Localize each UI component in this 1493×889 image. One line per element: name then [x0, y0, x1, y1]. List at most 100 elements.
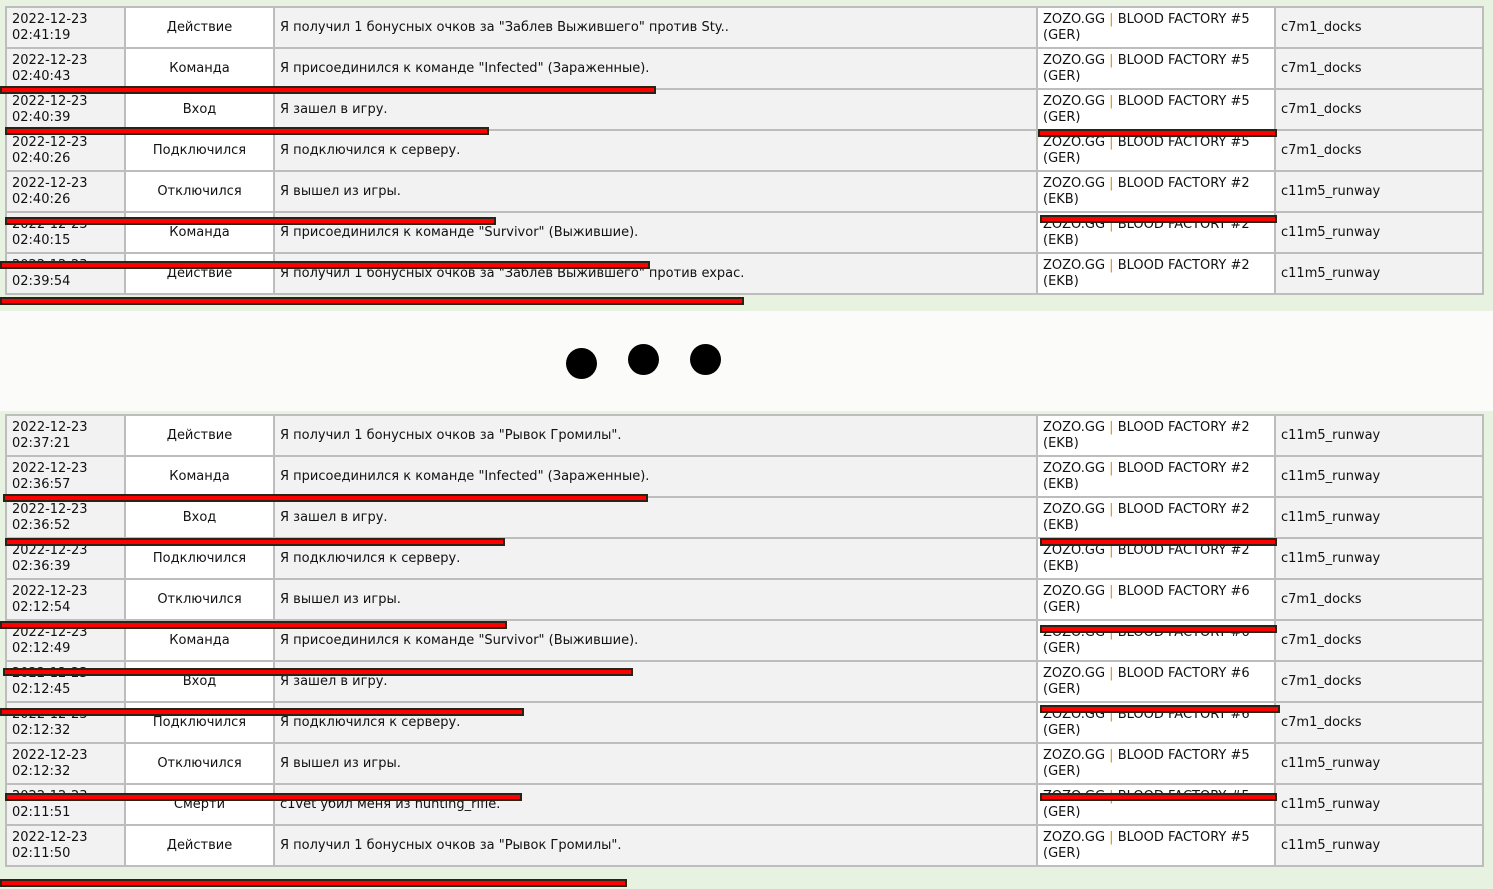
omission-gap	[0, 311, 1493, 411]
time: 02:40:26	[12, 191, 71, 207]
event-type-cell: Команда	[124, 455, 275, 498]
server-region: (EKB)	[1043, 517, 1079, 533]
highlight-underline	[1038, 129, 1277, 137]
time: 02:36:39	[12, 558, 71, 574]
server-name[interactable]: ZOZO.GG | BLOOD FACTORY #5	[1043, 829, 1250, 845]
highlight-underline	[0, 261, 650, 269]
server-region: (EKB)	[1043, 435, 1079, 451]
event-type-cell: Вход	[124, 496, 275, 539]
log-row: 2022-12-23 02:11:50 Действие Я получил 1 бо…	[5, 824, 1484, 867]
server-region: (GER)	[1043, 804, 1081, 820]
log-row: 2022-12-23 02:40:26 Подключился Я подключил…	[5, 129, 1484, 172]
server-cell: ZOZO.GG | BLOOD FACTORY #6(GER)	[1036, 578, 1276, 621]
server-region: (GER)	[1043, 681, 1081, 697]
server-cell: ZOZO.GG | BLOOD FACTORY #2 (EKB)	[1036, 170, 1276, 213]
date: 2022-12-23	[12, 419, 88, 435]
date-cell: 2022-12-23 02:40:39	[5, 88, 126, 131]
server-region: (GER)	[1043, 640, 1081, 656]
server-cell: ZOZO.GG | BLOOD FACTORY #2 (EKB)	[1036, 252, 1276, 295]
server-region: (GER)	[1043, 109, 1081, 125]
server-cell: ZOZO.GG | BLOOD FACTORY #2 (EKB)	[1036, 455, 1276, 498]
server-name[interactable]: ZOZO.GG | BLOOD FACTORY #2	[1043, 175, 1250, 191]
server-name[interactable]: ZOZO.GG | BLOOD FACTORY #6	[1043, 665, 1250, 681]
map-cell: c7m1_docks	[1274, 701, 1484, 744]
server-name[interactable]: ZOZO.GG | BLOOD FACTORY #2	[1043, 501, 1250, 517]
map-cell: c11m5_runway	[1274, 252, 1484, 295]
map-cell: c7m1_docks	[1274, 578, 1484, 621]
server-name[interactable]: ZOZO.GG | BLOOD FACTORY #5	[1043, 52, 1250, 68]
date-cell: 2022-12-23 02:40:26	[5, 129, 126, 172]
server-name[interactable]: ZOZO.GG | BLOOD FACTORY #6	[1043, 583, 1250, 599]
log-row: 2022-12-23 02:37:21 Действие Я получил 1 бо…	[5, 414, 1484, 457]
date-cell: 2022-12-23 02:40:26	[5, 170, 126, 213]
message-cell: Я присоединился к команде "Survivor" (Вы…	[273, 619, 1038, 662]
log-row: 2022-12-23 02:40:43 Команда Я присоединился…	[5, 47, 1484, 90]
server-cell: ZOZO.GG | BLOOD FACTORY #2 (EKB)	[1036, 496, 1276, 539]
message-cell: Я получил 1 бонусных очков за "Рывок Гро…	[273, 824, 1038, 867]
date-cell: 2022-12-23 02:12:54	[5, 578, 126, 621]
event-type-cell: Вход	[124, 88, 275, 131]
date-cell: 2022-12-23 02:40:43	[5, 47, 126, 90]
time: 02:12:32	[12, 722, 71, 738]
server-name[interactable]: ZOZO.GG | BLOOD FACTORY #5	[1043, 93, 1250, 109]
highlight-underline	[1040, 793, 1277, 801]
time: 02:41:19	[12, 27, 71, 43]
log-row: 2022-12-23 02:40:26 Отключился Я вышел из и…	[5, 170, 1484, 213]
server-cell: ZOZO.GG | BLOOD FACTORY #5(GER)	[1036, 824, 1276, 867]
highlight-underline	[5, 127, 489, 135]
highlight-underline	[5, 538, 505, 546]
log-row: 2022-12-23 02:41:19 Действие Я получил 1 бо…	[5, 6, 1484, 49]
highlight-underline	[0, 621, 507, 629]
message-cell: Я получил 1 бонусных очков за "Заблев Вы…	[273, 252, 1038, 295]
server-name[interactable]: ZOZO.GG | BLOOD FACTORY #2	[1043, 542, 1250, 558]
server-cell: ZOZO.GG | BLOOD FACTORY #5(GER)	[1036, 47, 1276, 90]
server-region: (GER)	[1043, 599, 1081, 615]
server-name[interactable]: ZOZO.GG | BLOOD FACTORY #2	[1043, 419, 1250, 435]
highlight-underline	[1040, 625, 1277, 633]
server-name[interactable]: ZOZO.GG | BLOOD FACTORY #5	[1043, 11, 1250, 27]
server-region: (GER)	[1043, 722, 1081, 738]
time: 02:12:32	[12, 763, 71, 779]
server-name[interactable]: ZOZO.GG | BLOOD FACTORY #2	[1043, 257, 1250, 273]
map-cell: c7m1_docks	[1274, 129, 1484, 172]
server-cell: ZOZO.GG | BLOOD FACTORY #5(GER)	[1036, 783, 1276, 826]
time: 02:40:43	[12, 68, 71, 84]
log-row: 2022-12-23 02:12:32 Отключился Я вышел из и…	[5, 742, 1484, 785]
map-cell: c11m5_runway	[1274, 170, 1484, 213]
server-cell: ZOZO.GG | BLOOD FACTORY #6(GER)	[1036, 660, 1276, 703]
date-cell: 2022-12-23 02:41:19	[5, 6, 126, 49]
server-region: (GER)	[1043, 27, 1081, 43]
message-cell: Я получил 1 бонусных очков за "Рывок Гро…	[273, 414, 1038, 457]
map-cell: c11m5_runway	[1274, 742, 1484, 785]
server-name[interactable]: ZOZO.GG | BLOOD FACTORY #5	[1043, 747, 1250, 763]
log-row: 2022-12-23 02:36:57 Команда Я присоединился…	[5, 455, 1484, 498]
event-type-cell: Действие	[124, 414, 275, 457]
event-type-cell: Действие	[124, 252, 275, 295]
date: 2022-12-23	[12, 93, 88, 109]
date-cell: 2022-12-23 02:36:57	[5, 455, 126, 498]
message-cell: Я вышел из игры.	[273, 170, 1038, 213]
server-region: (EKB)	[1043, 191, 1079, 207]
message-cell: Я присоединился к команде "Infected" (За…	[273, 455, 1038, 498]
server-region: (EKB)	[1043, 232, 1079, 248]
log-row: 2022-12-23 02:36:52 Вход Я зашел в игру. ZOZ…	[5, 496, 1484, 539]
server-cell: ZOZO.GG | BLOOD FACTORY #5(GER)	[1036, 742, 1276, 785]
date: 2022-12-23	[12, 175, 88, 191]
ellipsis-dot	[628, 344, 659, 375]
server-name[interactable]: ZOZO.GG | BLOOD FACTORY #2	[1043, 460, 1250, 476]
time: 02:11:50	[12, 845, 71, 861]
date: 2022-12-23	[12, 52, 88, 68]
server-name[interactable]: ZOZO.GG | BLOOD FACTORY #5	[1043, 134, 1250, 150]
message-cell: Я подключился к серверу.	[273, 129, 1038, 172]
highlight-underline	[1040, 215, 1277, 223]
ellipsis-dot	[566, 348, 597, 379]
highlight-underline	[3, 668, 633, 676]
server-cell: ZOZO.GG | BLOOD FACTORY #5(GER)	[1036, 88, 1276, 131]
message-cell: Я присоединился к команде "Infected" (За…	[273, 47, 1038, 90]
map-cell: c11m5_runway	[1274, 537, 1484, 580]
highlight-underline	[1040, 538, 1277, 546]
date: 2022-12-23	[12, 460, 88, 476]
map-cell: c11m5_runway	[1274, 824, 1484, 867]
